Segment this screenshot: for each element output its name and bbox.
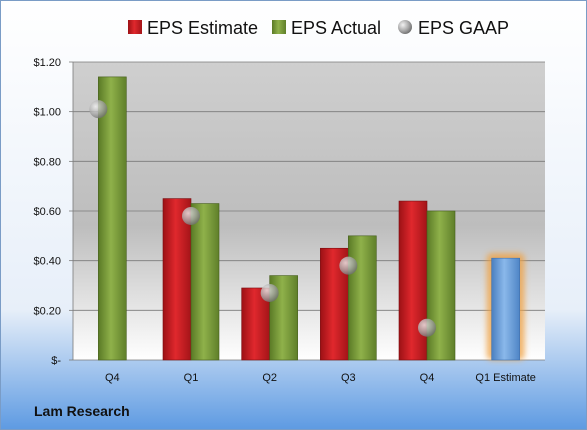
company-name: Lam Research <box>34 403 130 419</box>
legend-item-estimate: EPS Estimate <box>128 18 258 38</box>
legend-label-gaap: EPS GAAP <box>418 18 509 38</box>
bar-eps-estimate <box>162 198 192 361</box>
bar-eps-estimate <box>398 200 428 361</box>
gaap-marker <box>339 256 358 275</box>
bar-eps-actual <box>426 210 456 361</box>
legend-label-estimate: EPS Estimate <box>147 18 258 38</box>
gaap-marker <box>89 100 108 119</box>
x-tick-label: Q1 Estimate <box>475 372 536 384</box>
gaap-marker <box>182 206 200 225</box>
bar-eps-actual <box>348 235 377 361</box>
y-tick-label: $0.60 <box>33 206 61 218</box>
x-tick-label: Q4 <box>420 372 435 384</box>
legend-item-actual: EPS Actual <box>272 18 381 38</box>
bar-q1-estimate <box>491 257 520 361</box>
y-tick-label: $0.80 <box>33 156 61 168</box>
y-tick-label: $1.00 <box>33 107 61 119</box>
y-tick-label: $0.40 <box>33 256 61 268</box>
y-axis-ticks: $- $0.20 $0.40 $0.60 $0.80 $1.00 $1.20 <box>33 57 74 367</box>
x-tick-label: Q1 <box>184 372 199 384</box>
bar-eps-actual <box>98 76 127 361</box>
legend: EPS Estimate EPS Actual EPS GAAP <box>128 18 509 38</box>
x-tick-label: Q3 <box>341 372 356 384</box>
x-axis-labels: Q4 Q1 Q2 Q3 Q4 Q1 Estimate <box>105 372 536 384</box>
y-tick-label: $0.20 <box>33 305 61 317</box>
y-tick-label: $- <box>51 355 61 367</box>
legend-swatch-estimate <box>128 20 142 34</box>
gridlines <box>73 61 545 361</box>
legend-item-gaap: EPS GAAP <box>398 18 509 38</box>
bars <box>98 76 525 361</box>
x-tick-label: Q2 <box>262 372 277 384</box>
legend-swatch-actual <box>272 20 286 34</box>
bar-eps-actual <box>190 203 220 361</box>
gaap-markers <box>89 100 436 337</box>
legend-swatch-gaap <box>398 20 412 34</box>
gaap-marker <box>418 318 436 337</box>
legend-label-actual: EPS Actual <box>291 18 381 38</box>
gaap-marker <box>260 283 279 302</box>
y-tick-label: $1.20 <box>33 57 61 69</box>
x-tick-label: Q4 <box>105 372 120 384</box>
